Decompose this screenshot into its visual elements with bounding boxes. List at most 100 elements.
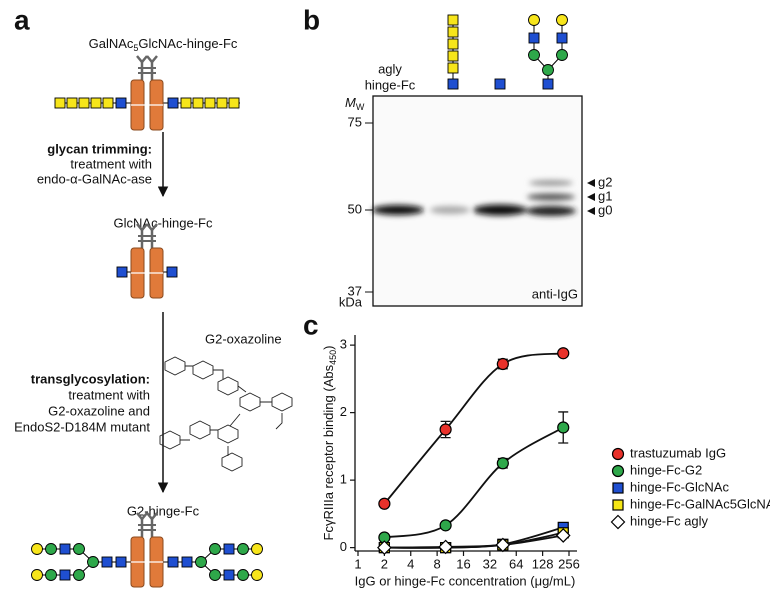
glycan-circle	[195, 556, 207, 568]
glycan-circle	[237, 569, 249, 581]
legend-label: trastuzumab IgG	[630, 445, 726, 460]
band-label: g2	[598, 174, 612, 189]
glycan-square	[216, 97, 228, 109]
antibody-label: anti-IgG	[532, 286, 578, 301]
fit-curve	[384, 426, 564, 539]
glycan-square	[101, 556, 113, 568]
band	[526, 206, 576, 216]
glycan-circle	[556, 49, 568, 61]
band-label: g0	[598, 202, 612, 217]
fit-curve	[383, 352, 564, 505]
glycan-circle	[542, 64, 554, 76]
glycan-circle	[45, 543, 57, 555]
glycan-square	[542, 78, 554, 90]
data-point	[378, 497, 391, 510]
legend-label: hinge-Fc-GalNAc5GlcNAc	[630, 496, 770, 511]
fit-curve	[384, 534, 564, 549]
glycan-square	[167, 556, 179, 568]
step-title: transglycosylation:	[31, 371, 150, 386]
x-tick-label: 128	[532, 556, 554, 571]
mw-marker: 37	[348, 283, 362, 298]
panel-label: c	[303, 309, 319, 340]
glycan-square	[447, 50, 459, 62]
glycan-square	[192, 97, 204, 109]
y-tick-label: 3	[340, 337, 347, 352]
glycan-circle	[73, 543, 85, 555]
glycan-square	[167, 97, 179, 109]
y-tick-label: 0	[340, 539, 347, 554]
glycan-circle	[87, 556, 99, 568]
data-point	[557, 347, 570, 360]
glycan-circle	[31, 543, 43, 555]
unit-label: kDa	[339, 294, 363, 309]
x-tick-label: 2	[381, 556, 388, 571]
data-point	[377, 540, 392, 555]
glycan-square	[166, 266, 178, 278]
x-axis-label: IgG or hinge-Fc concentration (μg/mL)	[355, 573, 576, 588]
data-point	[496, 357, 509, 371]
step-text: endo-α-GalNAc-ase	[37, 171, 152, 186]
glycan-circle	[209, 543, 221, 555]
label-subscript: 5	[133, 43, 138, 53]
glycan-square	[528, 32, 540, 44]
glycan-circle	[251, 569, 263, 581]
data-point	[438, 539, 453, 555]
legend-marker	[611, 464, 625, 478]
data-point	[496, 457, 509, 470]
glycan-square	[447, 14, 459, 26]
data-point	[555, 528, 571, 543]
glycan-square	[59, 569, 71, 581]
legend-marker	[610, 514, 626, 530]
glycan-square	[66, 97, 78, 109]
glycan-square	[115, 556, 127, 568]
glycan-square	[54, 97, 66, 109]
mw-label: MW	[345, 95, 365, 112]
legend-marker	[611, 447, 625, 461]
glycan-square	[228, 97, 240, 109]
label-part: FcγRIIIa receptor binding (Abs	[321, 364, 336, 540]
hinge	[136, 55, 158, 64]
glycan-square	[115, 97, 127, 109]
band	[529, 180, 573, 186]
glycan-square	[116, 266, 128, 278]
legend-marker	[612, 499, 624, 511]
glycan-square	[556, 32, 568, 44]
x-tick-label: 4	[407, 556, 414, 571]
reagent-label: G2-oxazoline	[205, 331, 282, 346]
glycan-square	[223, 543, 235, 555]
step-text: EndoS2-D184M mutant	[14, 419, 150, 434]
construct-label: G2-hinge-Fc	[127, 503, 200, 518]
hinge	[136, 512, 158, 521]
step-title: glycan trimming:	[47, 141, 152, 156]
glycan-square	[447, 38, 459, 50]
panel-label: b	[303, 4, 320, 35]
blot-bands	[372, 180, 576, 216]
glycan-square	[59, 543, 71, 555]
x-tick-label: 32	[483, 556, 497, 571]
lane-label: hinge-Fc	[365, 77, 416, 92]
lane-label: agly	[378, 61, 402, 76]
glycan-square	[78, 97, 90, 109]
data-point	[495, 537, 511, 553]
legend-label: hinge-Fc agly	[630, 513, 709, 528]
panel-label: a	[14, 4, 30, 35]
step-text: treatment with	[70, 156, 152, 171]
glycan-square	[447, 26, 459, 38]
data-point	[439, 519, 452, 532]
band	[527, 193, 575, 201]
glycan-circle	[528, 49, 540, 61]
y-tick-label: 2	[340, 404, 347, 419]
glycan-circle	[528, 14, 540, 26]
x-tick-label: 8	[434, 556, 441, 571]
fit-curve	[384, 526, 564, 549]
mw-marker: 75	[348, 114, 362, 129]
label-part: )	[321, 346, 336, 350]
glycan-circle	[73, 569, 85, 581]
glycan-square	[204, 97, 216, 109]
step-text: G2-oxazoline and	[48, 403, 150, 418]
glycan-square	[180, 97, 192, 109]
x-tick-label: 1	[354, 556, 361, 571]
glycan-square	[90, 97, 102, 109]
